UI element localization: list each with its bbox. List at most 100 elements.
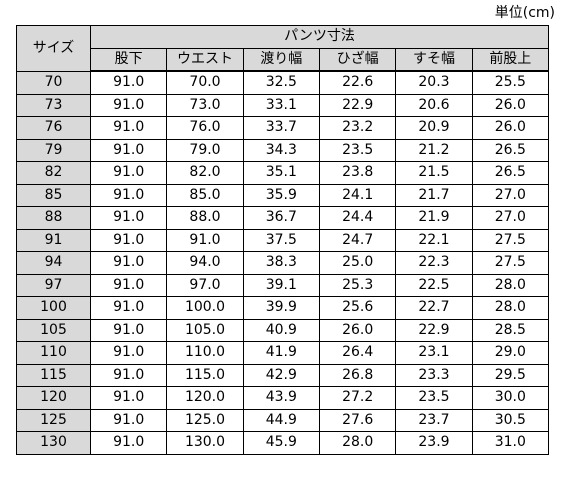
cell-thigh-width: 41.9 (242, 341, 320, 365)
table-row: 73 91.0 73.0 33.1 22.9 20.6 26.0 (16, 93, 550, 117)
cell-inseam: 91.0 (89, 183, 168, 207)
cell-knee-width: 27.2 (318, 386, 397, 410)
cell-front-rise: 26.0 (471, 93, 550, 117)
table-row: 130 91.0 130.0 45.9 28.0 23.9 31.0 (16, 431, 550, 455)
cell-knee-width: 23.5 (318, 138, 397, 162)
cell-thigh-width: 33.7 (242, 116, 320, 140)
cell-thigh-width: 33.1 (242, 93, 320, 117)
cell-waist: 76.0 (166, 116, 244, 140)
column-header-knee-width: ひざ幅 (318, 47, 397, 72)
cell-hem-width: 21.5 (395, 161, 473, 185)
cell-hem-width: 22.7 (395, 296, 473, 320)
cell-thigh-width: 43.9 (242, 386, 320, 410)
cell-inseam: 91.0 (89, 341, 168, 365)
cell-hem-width: 20.6 (395, 93, 473, 117)
table-row: 97 91.0 97.0 39.1 25.3 22.5 28.0 (16, 273, 550, 297)
cell-hem-width: 23.1 (395, 341, 473, 365)
cell-hem-width: 22.9 (395, 318, 473, 342)
table-row: 76 91.0 76.0 33.7 23.2 20.9 26.0 (16, 116, 550, 140)
cell-size: 94 (16, 251, 91, 275)
cell-thigh-width: 34.3 (242, 138, 320, 162)
cell-waist: 70.0 (166, 70, 244, 95)
cell-size: 110 (16, 341, 91, 365)
cell-front-rise: 27.0 (471, 183, 550, 207)
table-row: 105 91.0 105.0 40.9 26.0 22.9 28.5 (16, 318, 550, 342)
pants-dimensions-header: パンツ寸法 (90, 25, 549, 49)
column-header-hem-width: すそ幅 (395, 47, 473, 72)
cell-size: 115 (16, 363, 91, 387)
cell-waist: 79.0 (166, 138, 244, 162)
cell-waist: 125.0 (166, 408, 244, 432)
cell-inseam: 91.0 (89, 93, 168, 117)
cell-waist: 91.0 (166, 228, 244, 252)
cell-hem-width: 20.3 (395, 70, 473, 95)
table-row: 88 91.0 88.0 36.7 24.4 21.9 27.0 (16, 206, 550, 230)
cell-size: 105 (16, 318, 91, 342)
unit-label: 単位(cm) (494, 5, 555, 21)
cell-front-rise: 27.0 (471, 206, 550, 230)
table-row: 85 91.0 85.0 35.9 24.1 21.7 27.0 (16, 183, 550, 207)
cell-size: 73 (16, 93, 91, 117)
cell-inseam: 91.0 (89, 431, 168, 455)
cell-thigh-width: 44.9 (242, 408, 320, 432)
cell-inseam: 91.0 (89, 318, 168, 342)
cell-thigh-width: 35.1 (242, 161, 320, 185)
cell-waist: 100.0 (166, 296, 244, 320)
column-header-inseam: 股下 (89, 47, 168, 72)
cell-hem-width: 23.9 (395, 431, 473, 455)
cell-thigh-width: 37.5 (242, 228, 320, 252)
cell-size: 70 (16, 70, 91, 95)
cell-inseam: 91.0 (89, 273, 168, 297)
table-row: 125 91.0 125.0 44.9 27.6 23.7 30.5 (16, 408, 550, 432)
cell-inseam: 91.0 (89, 138, 168, 162)
cell-waist: 130.0 (166, 431, 244, 455)
header-row-group: サイズ パンツ寸法 (16, 25, 549, 72)
cell-knee-width: 22.6 (318, 70, 397, 95)
cell-front-rise: 26.0 (471, 116, 550, 140)
cell-thigh-width: 45.9 (242, 431, 320, 455)
cell-front-rise: 31.0 (471, 431, 550, 455)
cell-waist: 94.0 (166, 251, 244, 275)
cell-hem-width: 22.1 (395, 228, 473, 252)
table-row: 91 91.0 91.0 37.5 24.7 22.1 27.5 (16, 228, 550, 252)
cell-waist: 110.0 (166, 341, 244, 365)
table-row: 120 91.0 120.0 43.9 27.2 23.5 30.0 (16, 386, 550, 410)
header-row-columns: 股下 ウエスト 渡り幅 ひざ幅 すそ幅 前股上 (17, 47, 550, 72)
cell-size: 82 (16, 161, 91, 185)
cell-size: 88 (16, 206, 91, 230)
cell-front-rise: 26.5 (471, 161, 550, 185)
cell-inseam: 91.0 (89, 116, 168, 140)
cell-knee-width: 22.9 (318, 93, 397, 117)
cell-waist: 120.0 (166, 386, 244, 410)
table-row: 110 91.0 110.0 41.9 26.4 23.1 29.0 (16, 341, 550, 365)
cell-size: 91 (16, 228, 91, 252)
table-row: 94 91.0 94.0 38.3 25.0 22.3 27.5 (16, 251, 550, 275)
cell-waist: 105.0 (166, 318, 244, 342)
cell-size: 100 (16, 296, 91, 320)
size-column-header: サイズ (16, 25, 91, 72)
cell-hem-width: 23.7 (395, 408, 473, 432)
cell-inseam: 91.0 (89, 228, 168, 252)
cell-front-rise: 26.5 (471, 138, 550, 162)
cell-knee-width: 25.0 (318, 251, 397, 275)
cell-front-rise: 30.0 (471, 386, 550, 410)
cell-knee-width: 25.3 (318, 273, 397, 297)
cell-hem-width: 22.3 (395, 251, 473, 275)
cell-knee-width: 24.4 (318, 206, 397, 230)
table-row: 100 91.0 100.0 39.9 25.6 22.7 28.0 (16, 296, 550, 320)
cell-inseam: 91.0 (89, 386, 168, 410)
table-body: 70 91.0 70.0 32.5 22.6 20.3 25.5 73 91.0 73.0 33.1… (16, 70, 550, 455)
column-header-thigh-width: 渡り幅 (242, 47, 320, 72)
cell-inseam: 91.0 (89, 206, 168, 230)
cell-hem-width: 21.7 (395, 183, 473, 207)
table-row: 115 91.0 115.0 42.9 26.8 23.3 29.5 (16, 363, 550, 387)
cell-waist: 97.0 (166, 273, 244, 297)
cell-size: 120 (16, 386, 91, 410)
table-row: 79 91.0 79.0 34.3 23.5 21.2 26.5 (16, 138, 550, 162)
cell-size: 76 (16, 116, 91, 140)
table-row: 82 91.0 82.0 35.1 23.8 21.5 26.5 (16, 161, 550, 185)
cell-knee-width: 23.2 (318, 116, 397, 140)
cell-front-rise: 30.5 (471, 408, 550, 432)
cell-hem-width: 22.5 (395, 273, 473, 297)
cell-thigh-width: 32.5 (242, 70, 320, 95)
